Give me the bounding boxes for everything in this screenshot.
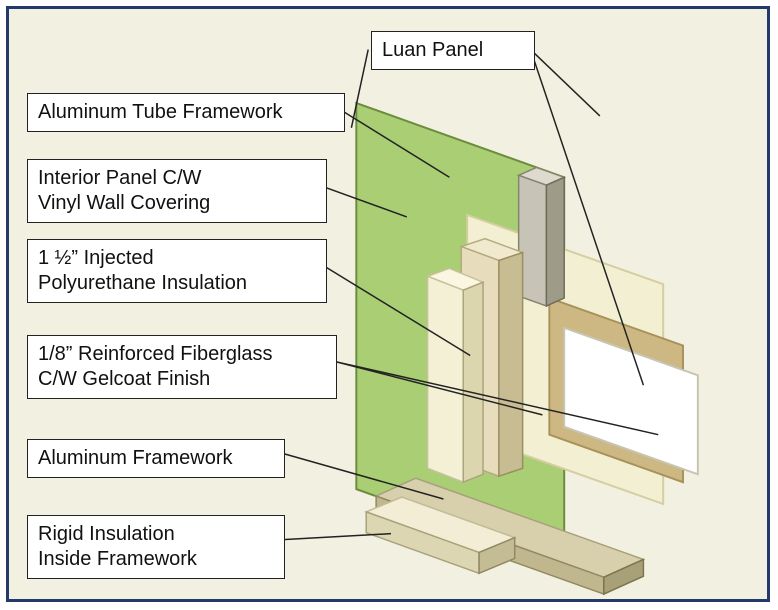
label-rigid-insulation: Rigid Insulation Inside Framework: [27, 515, 285, 579]
diagram-frame: Luan Panel Aluminum Tube Framework Inter…: [6, 6, 770, 602]
label-polyurethane-insulation: 1 ½” Injected Polyurethane Insulation: [27, 239, 327, 303]
tube-top-side: [546, 177, 564, 306]
stud-side: [499, 253, 523, 477]
label-luan: Luan Panel: [371, 31, 535, 70]
insul-front: [428, 276, 464, 482]
label-aluminum-tube-framework: Aluminum Tube Framework: [27, 93, 345, 132]
label-interior-panel: Interior Panel C/W Vinyl Wall Covering: [27, 159, 327, 223]
insul-side: [463, 282, 483, 482]
label-aluminum-framework: Aluminum Framework: [27, 439, 285, 478]
leader-line: [283, 534, 391, 540]
label-fiberglass-gelcoat: 1/8” Reinforced Fiberglass C/W Gelcoat F…: [27, 335, 337, 399]
